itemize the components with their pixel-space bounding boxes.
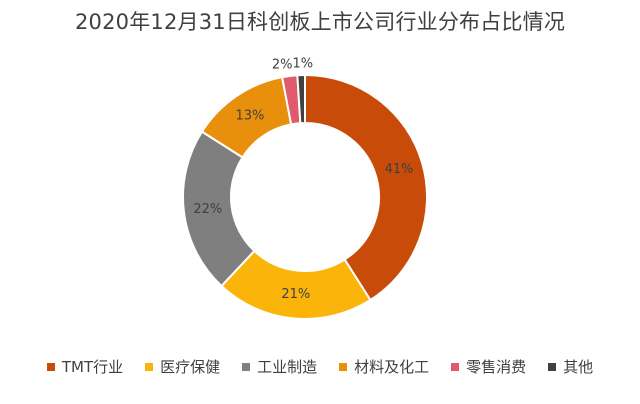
legend-item: 其他 [548,356,593,377]
chart-legend: TMT行业 医疗保健 工业制造 材料及化工 零售消费 其他 [0,356,640,377]
data-label: 41% [385,162,414,177]
legend-label: 材料及化工 [354,358,430,376]
legend-item: TMT行业 [46,356,124,377]
legend-label: 其他 [563,358,594,376]
legend-item: 材料及化工 [339,356,429,377]
data-label: 2% [272,58,293,73]
legend-swatch [46,362,55,371]
data-label: 1% [292,57,313,72]
donut-slice [304,73,428,302]
legend-label: 零售消费 [466,358,527,376]
legend-label: TMT行业 [61,358,124,376]
legend-item: 医疗保健 [145,356,220,377]
legend-swatch [242,362,251,371]
legend-swatch [451,362,460,371]
legend-label: 工业制造 [257,358,318,376]
data-label: 22% [193,202,222,217]
legend-item: 工业制造 [242,356,317,377]
data-label: 21% [281,287,310,302]
legend-swatch [339,362,348,371]
legend-swatch [145,362,154,371]
data-label: 13% [235,108,264,123]
legend-item: 零售消费 [451,356,526,377]
donut-slice [296,73,306,125]
legend-label: 医疗保健 [160,358,221,376]
legend-swatch [548,362,557,371]
chart-title: 2020年12月31日科创板上市公司行业分布占比情况 [74,10,566,34]
